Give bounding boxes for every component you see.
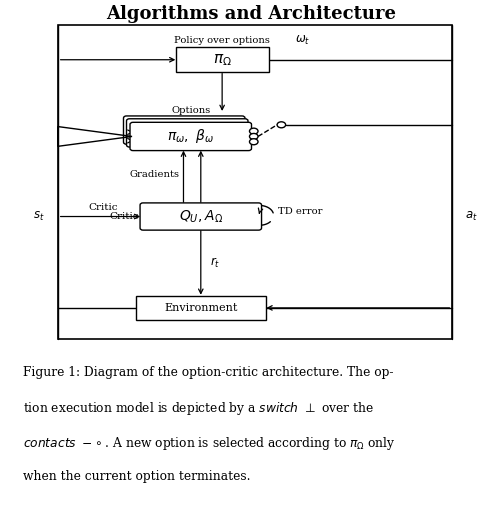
Text: Gradients: Gradients [129,171,179,179]
FancyBboxPatch shape [140,203,261,230]
Text: when the current option terminates.: when the current option terminates. [23,470,249,483]
Text: $\pi_\omega,\ \beta_\omega$: $\pi_\omega,\ \beta_\omega$ [167,127,214,145]
Text: Policy over options: Policy over options [174,36,270,45]
Circle shape [249,133,258,139]
Text: Critic: Critic [109,212,139,221]
Text: $\mathit{contacts}\ -\!\circ$. A new option is selected according to $\pi_\Omega: $\mathit{contacts}\ -\!\circ$. A new opt… [23,435,394,452]
FancyBboxPatch shape [130,122,251,150]
FancyBboxPatch shape [135,296,266,320]
Text: $Q_U, A_\Omega$: $Q_U, A_\Omega$ [178,209,222,225]
Text: $r_t$: $r_t$ [209,256,220,270]
Circle shape [277,122,285,128]
Text: $a_t$: $a_t$ [463,210,476,223]
FancyBboxPatch shape [123,116,244,144]
FancyBboxPatch shape [58,25,451,339]
Text: Environment: Environment [164,303,237,313]
Text: tion execution model is depicted by a $\mathit{switch}\ \bot$ over the: tion execution model is depicted by a $\… [23,400,373,418]
Circle shape [249,139,258,145]
Text: $\pi_\Omega$: $\pi_\Omega$ [212,52,231,68]
Text: $s_t$: $s_t$ [33,210,45,223]
Text: Algorithms and Architecture: Algorithms and Architecture [106,5,395,23]
Text: Critic: Critic [88,204,117,212]
FancyBboxPatch shape [126,119,247,147]
FancyBboxPatch shape [175,47,268,72]
Text: $\omega_t$: $\omega_t$ [294,34,309,47]
Text: Figure 1: Diagram of the option-critic architecture. The op-: Figure 1: Diagram of the option-critic a… [23,366,392,379]
Circle shape [249,128,258,134]
Text: Options: Options [171,106,210,115]
Text: TD error: TD error [277,208,322,216]
